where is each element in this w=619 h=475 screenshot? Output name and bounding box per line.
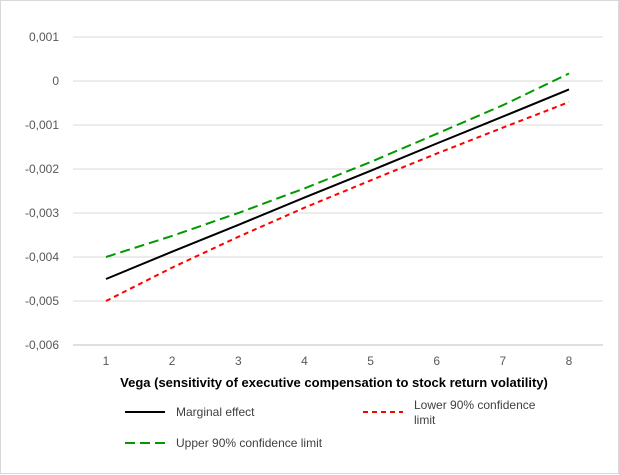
y-tick-label: 0 [52,74,59,88]
gridlines [73,36,603,346]
legend-label: Marginal effect [176,405,255,419]
x-tick-label: 8 [566,354,573,368]
x-tick-label: 4 [301,354,308,368]
x-axis-title: Vega (sensitivity of executive compensat… [120,375,548,390]
y-tick-label: -0,004 [25,250,59,264]
series-line-marginal-effect [105,88,570,280]
series-lines [105,72,570,302]
x-axis-ticks: 1 2 3 4 5 6 7 8 [103,354,573,368]
legend-label: Upper 90% confidence limit [176,436,323,450]
y-tick-label: 0,001 [29,30,59,44]
x-tick-label: 6 [433,354,440,368]
y-tick-label: -0,001 [25,118,59,132]
legend: Marginal effect Lower 90% confidence limit… [125,398,536,450]
y-axis-ticks: 0,001 0 -0,001 -0,002 -0,003 -0,004 -0,005 -0,0… [25,30,59,352]
y-tick-label: -0,003 [25,206,59,220]
x-tick-label: 3 [235,354,242,368]
series-line-upper-90-confidence-limit [105,72,570,258]
y-tick-label: -0,006 [25,338,59,352]
x-tick-label: 5 [367,354,374,368]
series-line-lower-90-confidence-limit [105,101,570,302]
x-tick-label: 1 [103,354,110,368]
y-tick-label: -0,002 [25,162,59,176]
x-tick-label: 2 [169,354,176,368]
x-tick-label: 7 [500,354,507,368]
y-tick-label: -0,005 [25,294,59,308]
legend-label: Lower 90% confidence limit [414,398,536,427]
